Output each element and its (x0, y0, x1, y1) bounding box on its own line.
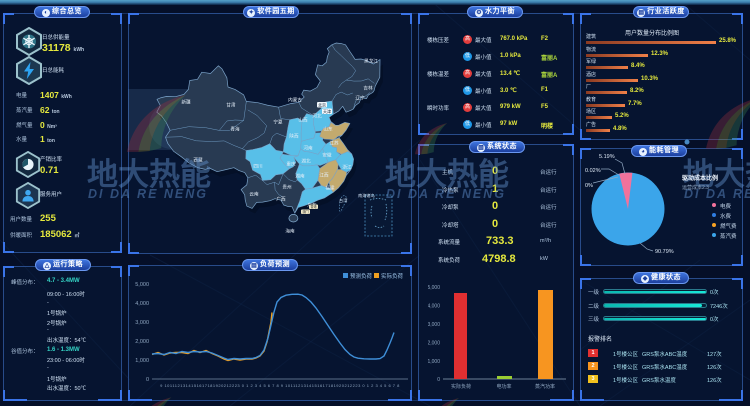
svg-text:重庆: 重庆 (286, 161, 296, 168)
svg-text:四川: 四川 (253, 164, 263, 169)
svg-text:内蒙古: 内蒙古 (288, 97, 302, 104)
svg-text:江西: 江西 (319, 172, 329, 179)
svg-text:0: 0 (146, 377, 149, 383)
svg-text:甘肃: 甘肃 (226, 102, 236, 109)
svg-text:3,000: 3,000 (428, 322, 440, 328)
svg-text:澳门: 澳门 (302, 209, 308, 214)
svg-text:5,000: 5,000 (135, 282, 149, 288)
svg-text:广西: 广西 (276, 196, 286, 203)
svg-text:南海诸岛: 南海诸岛 (358, 192, 375, 199)
svg-text:1,000: 1,000 (135, 358, 149, 364)
svg-text:4,000: 4,000 (428, 304, 440, 310)
svg-text:北京: 北京 (318, 101, 326, 107)
svg-text:青海: 青海 (230, 126, 240, 133)
svg-text:香港: 香港 (310, 204, 317, 209)
svg-text:5,000: 5,000 (428, 285, 440, 291)
svg-text:湖北: 湖北 (301, 158, 311, 165)
svg-text:3,000: 3,000 (135, 320, 149, 326)
svg-text:0%: 0% (585, 183, 593, 189)
svg-text:山西: 山西 (298, 117, 308, 124)
svg-text:陕西: 陕西 (289, 133, 299, 140)
svg-text:实际负荷: 实际负荷 (451, 383, 471, 390)
svg-text:2,000: 2,000 (135, 339, 149, 345)
svg-text:吉林: 吉林 (363, 85, 373, 92)
svg-text:9 1011121314151617181920212223: 9 1011121314151617181920212223 0 1 2 3 4… (160, 383, 400, 388)
svg-text:辽宁: 辽宁 (355, 95, 365, 102)
svg-text:天津: 天津 (323, 108, 331, 114)
svg-text:浙江: 浙江 (342, 164, 352, 171)
svg-text:海南: 海南 (285, 228, 295, 235)
svg-text:1,000: 1,000 (428, 359, 440, 365)
svg-text:黑龙江: 黑龙江 (364, 58, 378, 65)
svg-text:宁夏: 宁夏 (273, 119, 283, 125)
svg-text:2,000: 2,000 (428, 341, 440, 347)
svg-text:西藏: 西藏 (193, 157, 203, 164)
svg-text:山东: 山东 (323, 126, 333, 133)
svg-text:河北: 河北 (312, 113, 322, 120)
svg-text:台湾: 台湾 (339, 197, 347, 204)
svg-text:0.02%: 0.02% (585, 168, 601, 174)
svg-text:福建: 福建 (325, 185, 335, 192)
svg-text:安徽: 安徽 (322, 152, 332, 159)
svg-text:新疆: 新疆 (181, 99, 191, 106)
svg-text:4,000: 4,000 (135, 301, 149, 307)
svg-text:90.79%: 90.79% (655, 249, 674, 255)
svg-text:湖南: 湖南 (295, 173, 305, 180)
svg-text:蒸汽功率: 蒸汽功率 (535, 383, 555, 390)
svg-text:江苏: 江苏 (329, 140, 339, 147)
svg-text:贵州: 贵州 (282, 184, 292, 191)
svg-text:云南: 云南 (249, 191, 259, 198)
svg-text:5.19%: 5.19% (599, 154, 615, 160)
svg-text:河南: 河南 (303, 145, 313, 151)
svg-text:电功率: 电功率 (496, 383, 511, 390)
svg-text:0: 0 (437, 377, 440, 383)
